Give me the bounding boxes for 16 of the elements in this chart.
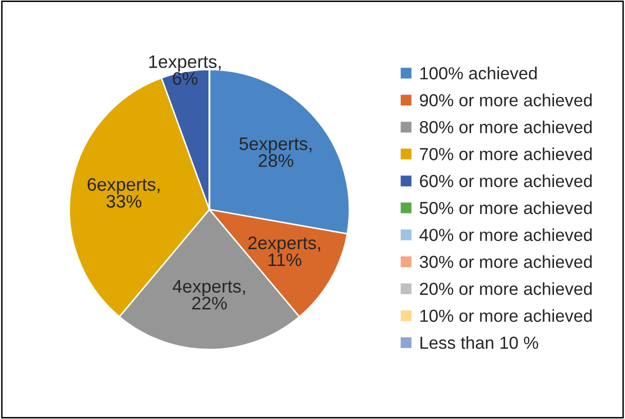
legend-label: 30% or more achieved — [420, 255, 592, 268]
data-label: 6experts, 33% — [88, 178, 160, 208]
legend-label: 10% or more achieved — [420, 309, 592, 322]
legend-label: 90% or more achieved — [420, 94, 592, 106]
legend-label: 100% achieved — [420, 66, 537, 80]
legend-label: 70% or more achieved — [420, 148, 592, 160]
data-label: 4experts, 22% — [172, 280, 245, 310]
data-label: 2experts, 11% — [248, 236, 320, 266]
legend-label: 50% or more achieved — [420, 201, 592, 214]
legend-label: 20% or more achieved — [420, 282, 592, 296]
data-label: 1experts, 6% — [149, 55, 221, 85]
data-label: 5experts, 28% — [239, 138, 312, 167]
legend-label: 60% or more achieved — [420, 174, 592, 188]
legend-label: Less than 10 % — [420, 336, 538, 349]
legend-label: 80% or more achieved — [420, 120, 592, 134]
legend-label: 40% or more achieved — [419, 228, 592, 242]
